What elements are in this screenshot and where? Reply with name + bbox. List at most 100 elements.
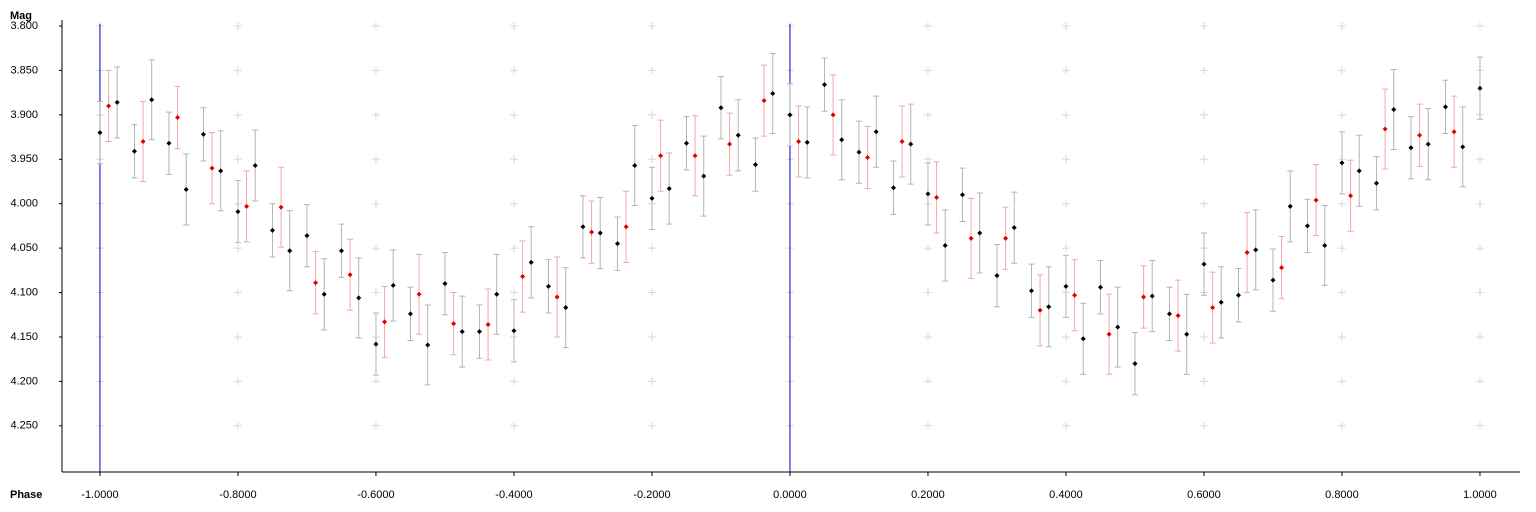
grid-cross [1061, 110, 1070, 119]
data-point [218, 168, 224, 174]
data-point [1442, 104, 1448, 110]
data-point [235, 209, 241, 215]
data-point [425, 342, 431, 348]
data-point [1072, 292, 1078, 298]
grid-cross [1475, 288, 1484, 297]
grid-cross [371, 66, 380, 75]
data-point [511, 328, 517, 334]
data-point [485, 322, 491, 328]
grid-cross [509, 66, 518, 75]
data-point [97, 130, 103, 136]
data-point [304, 233, 310, 239]
data-point [1477, 85, 1483, 91]
grid-cross [1337, 244, 1346, 253]
data-point [1166, 311, 1172, 317]
data-point [200, 131, 206, 137]
grid-cross [509, 199, 518, 208]
grid-cross [923, 66, 932, 75]
data-point [269, 227, 275, 233]
grid-cross [371, 288, 380, 297]
data-point [244, 203, 250, 209]
data-point [106, 103, 112, 109]
data-point [149, 97, 155, 103]
data-point [770, 91, 776, 97]
grid-cross [1061, 199, 1070, 208]
data-point [459, 329, 465, 335]
grid-cross [1199, 377, 1208, 386]
x-tick-label: 1.0000 [1463, 489, 1497, 501]
grid-cross [233, 66, 242, 75]
grid-cross [509, 288, 518, 297]
grid-cross [923, 332, 932, 341]
grid-cross [1475, 199, 1484, 208]
data-point [666, 186, 672, 192]
data-point [1201, 261, 1207, 267]
grid-cross [1475, 421, 1484, 430]
data-point [416, 291, 422, 297]
data-point [209, 165, 215, 171]
data-point [1373, 180, 1379, 186]
y-tick-label: 4.250 [10, 420, 38, 432]
grid-cross [233, 332, 242, 341]
y-tick-label: 4.200 [10, 375, 38, 387]
data-point [1106, 331, 1112, 337]
data-point [1210, 305, 1216, 311]
data-point [1322, 242, 1328, 248]
data-point [390, 282, 396, 288]
data-point [580, 224, 586, 230]
grid-cross [647, 22, 656, 30]
data-point [614, 241, 620, 247]
data-point [1028, 288, 1034, 294]
data-point [1063, 283, 1069, 289]
grid-cross [233, 22, 242, 30]
y-tick-label: 3.850 [10, 64, 38, 76]
data-point [494, 291, 500, 297]
data-point [287, 248, 293, 254]
data-point [649, 195, 655, 201]
grid-cross [509, 22, 518, 30]
data-point [338, 248, 344, 254]
grid-cross [1199, 155, 1208, 164]
data-point [131, 148, 137, 154]
data-point [1408, 145, 1414, 151]
y-tick-label: 4.150 [10, 331, 38, 343]
grid-cross [647, 110, 656, 119]
grid-cross [371, 421, 380, 430]
y-tick-label: 4.100 [10, 286, 38, 298]
data-point [545, 283, 551, 289]
grid-cross [1337, 377, 1346, 386]
data-point [1011, 225, 1017, 231]
data-point [735, 132, 741, 138]
data-point [908, 141, 914, 147]
grid-cross [509, 244, 518, 253]
plot-layer [96, 24, 1483, 472]
data-point [1141, 294, 1147, 300]
grid-cross [1337, 199, 1346, 208]
data-point [968, 235, 974, 241]
x-tick-label: 0.4000 [1049, 489, 1083, 501]
y-tick-label: 3.800 [10, 20, 38, 32]
data-point [752, 162, 758, 168]
data-point [942, 242, 948, 248]
data-point [761, 98, 767, 104]
data-point [1115, 324, 1121, 330]
data-point [1348, 193, 1354, 199]
data-point [804, 139, 810, 145]
grid-cross [1061, 377, 1070, 386]
x-tick-label: -1.0000 [81, 489, 118, 501]
data-point [1003, 235, 1009, 241]
grid-cross [371, 22, 380, 30]
data-point [934, 194, 940, 200]
data-point [683, 140, 689, 146]
data-point [1235, 292, 1241, 298]
data-point [1253, 247, 1259, 253]
grid-cross [1061, 22, 1070, 30]
data-point [1391, 107, 1397, 113]
data-point [175, 115, 181, 121]
data-point [1313, 197, 1319, 203]
data-point [442, 281, 448, 287]
data-point [899, 138, 905, 144]
data-point [632, 162, 638, 168]
